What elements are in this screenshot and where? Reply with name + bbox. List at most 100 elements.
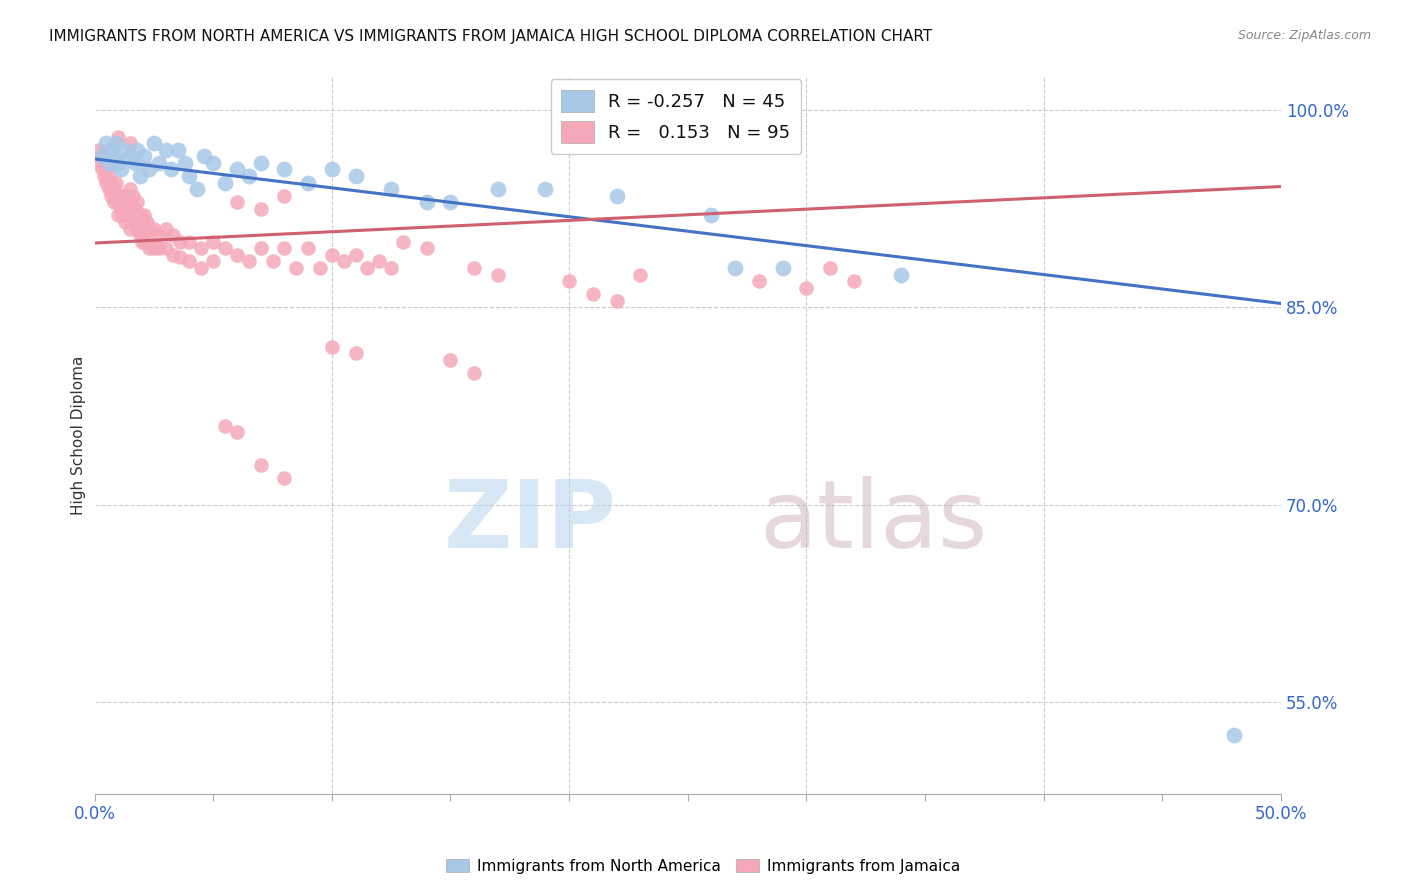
Point (96, 136, 118, 150)
Point (107, 129, 129, 144)
Point (100, 176, 122, 190)
Point (104, 136, 127, 150)
Point (628, 268, 651, 282)
Point (138, 162, 160, 177)
Point (97, 169, 120, 183)
Point (818, 260, 841, 275)
Point (700, 209, 723, 223)
Point (344, 169, 367, 183)
Point (179, 235, 201, 249)
Point (90, 162, 112, 177)
Point (190, 241, 212, 255)
Point (748, 274, 770, 288)
Point (120, 149, 142, 163)
Point (93, 169, 115, 183)
Point (249, 202, 271, 216)
Point (121, 209, 143, 223)
Point (124, 156, 146, 170)
Point (344, 346, 367, 360)
Point (486, 182, 509, 196)
Point (110, 188, 132, 202)
Point (127, 195, 149, 210)
Point (135, 235, 157, 249)
Point (112, 209, 135, 223)
Point (104, 188, 127, 202)
Point (1222, 727, 1244, 741)
Point (380, 260, 402, 275)
Point (103, 149, 125, 163)
Point (321, 162, 343, 177)
Point (110, 202, 132, 216)
Point (128, 228, 150, 243)
Point (121, 188, 143, 202)
Point (103, 195, 125, 210)
Point (142, 221, 165, 235)
Point (148, 228, 170, 243)
Point (117, 195, 139, 210)
Point (202, 235, 225, 249)
Point (134, 149, 156, 163)
Point (606, 188, 628, 202)
Point (297, 176, 319, 190)
Point (356, 260, 378, 275)
Point (226, 195, 249, 210)
Point (463, 260, 485, 275)
Point (890, 268, 912, 282)
Point (93, 156, 115, 170)
Point (842, 274, 865, 288)
Point (120, 136, 142, 150)
Point (186, 182, 208, 196)
Point (772, 260, 794, 275)
Point (214, 176, 236, 190)
Point (114, 143, 136, 157)
Point (486, 268, 509, 282)
Point (100, 143, 122, 157)
Point (226, 425, 249, 440)
Point (214, 418, 236, 433)
Point (131, 215, 153, 229)
Point (169, 235, 191, 249)
Point (138, 241, 160, 255)
Point (100, 188, 122, 202)
Point (226, 162, 249, 177)
Y-axis label: High School Diploma: High School Diploma (72, 356, 86, 516)
Point (142, 241, 165, 255)
Point (173, 156, 195, 170)
Point (117, 209, 139, 223)
Point (90, 149, 112, 163)
Point (112, 195, 135, 210)
Text: atlas: atlas (759, 475, 987, 567)
Point (128, 169, 150, 183)
Text: Source: ZipAtlas.com: Source: ZipAtlas.com (1237, 29, 1371, 42)
Point (380, 182, 402, 196)
Point (179, 169, 201, 183)
Point (463, 366, 485, 380)
Point (114, 215, 136, 229)
Point (238, 254, 260, 268)
Point (606, 293, 628, 308)
Text: ZIP: ZIP (444, 475, 617, 567)
Point (128, 209, 150, 223)
Point (148, 241, 170, 255)
Point (332, 254, 354, 268)
Point (114, 188, 136, 202)
Point (134, 209, 156, 223)
Point (124, 202, 146, 216)
Point (104, 176, 127, 190)
Point (162, 248, 184, 262)
Point (297, 241, 319, 255)
Point (142, 136, 165, 150)
Point (120, 182, 142, 196)
Point (96, 176, 118, 190)
Point (796, 281, 818, 295)
Point (131, 235, 153, 249)
Point (249, 156, 271, 170)
Point (724, 260, 747, 275)
Point (159, 162, 181, 177)
Point (249, 241, 271, 255)
Point (558, 274, 581, 288)
Point (107, 195, 129, 210)
Point (135, 215, 157, 229)
Point (392, 235, 415, 249)
Legend: Immigrants from North America, Immigrants from Jamaica: Immigrants from North America, Immigrant… (440, 853, 966, 880)
